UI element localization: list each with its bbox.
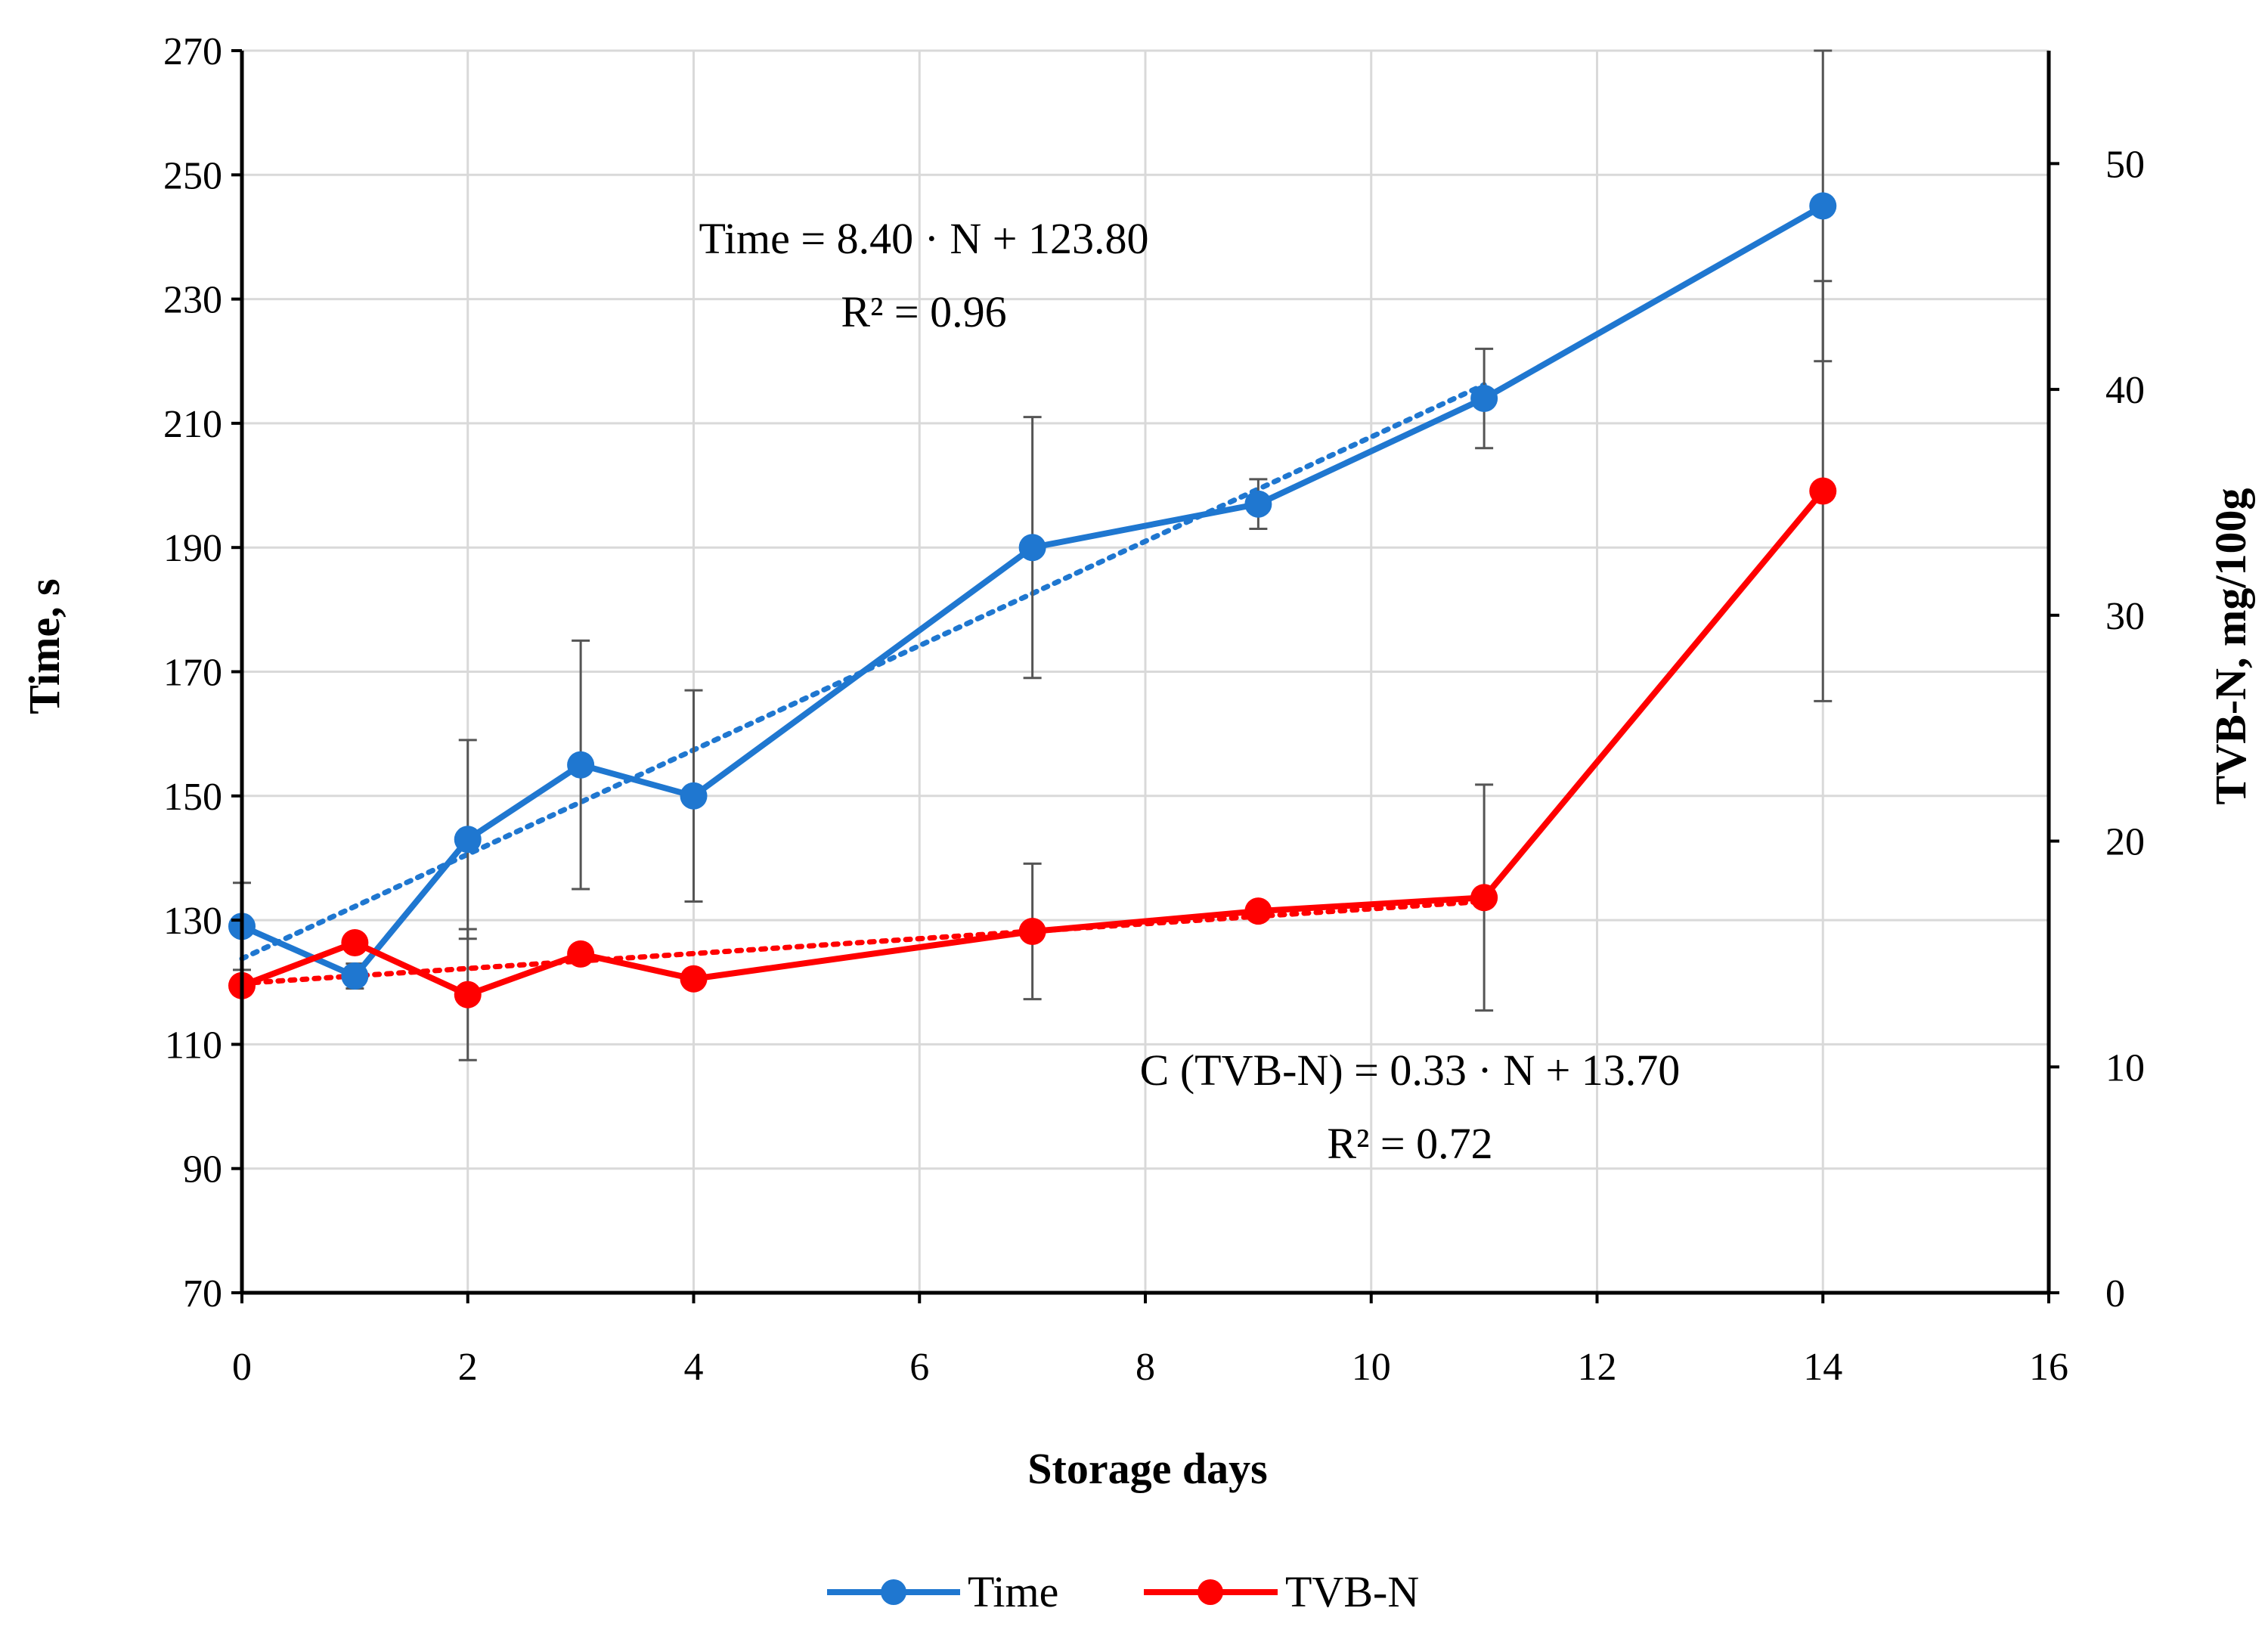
y2-tick-label-10: 10 [2105, 1046, 2145, 1089]
time-point-11 [1470, 385, 1498, 413]
y2-tick-label-50: 50 [2105, 143, 2145, 186]
trendline-layer [239, 382, 1487, 987]
time-point-14 [1809, 192, 1837, 220]
time-point-7 [1018, 534, 1046, 562]
x-tick-label-14: 14 [1803, 1346, 1842, 1389]
tvbn-r2-annotation: R² = 0.72 [1327, 1119, 1492, 1168]
y-tick-label-90: 90 [183, 1148, 222, 1191]
tvb-n-point-4 [680, 965, 708, 993]
x-tick-label-10: 10 [1352, 1346, 1391, 1389]
x-axis-title: Storage days [1027, 1444, 1267, 1493]
y-tick-label-150: 150 [163, 776, 222, 819]
x-tick-label-8: 8 [1136, 1346, 1155, 1389]
y-tick-label-110: 110 [165, 1024, 222, 1067]
y-tick-label-130: 130 [163, 900, 222, 943]
x-tick-label-6: 6 [909, 1346, 929, 1389]
y2-tick-label-30: 30 [2105, 595, 2145, 638]
time-equation-annotation: Time = 8.40 · N + 123.80 [699, 214, 1149, 263]
tvb-n-point-1 [341, 928, 369, 956]
time-point-3 [567, 751, 595, 779]
tick-label-layer: 7090110130150170190210230250270010203040… [163, 30, 2145, 1389]
legend: Time TVB-N [827, 1567, 1419, 1616]
y2-tick-label-0: 0 [2105, 1272, 2125, 1315]
x-tick-label-4: 4 [684, 1346, 704, 1389]
series-layer [228, 192, 1837, 1009]
y2-axis-title: TVB-N, mg/100g [2206, 488, 2255, 805]
axis-layer [231, 49, 2059, 1303]
legend-time-marker [881, 1579, 906, 1605]
grid-layer [242, 49, 2049, 1293]
y-tick-label-210: 210 [163, 403, 222, 446]
tvb-n-point-3 [567, 940, 595, 968]
tvb-n-point-11 [1470, 884, 1498, 912]
legend-time-label: Time [968, 1567, 1058, 1616]
tvbn-equation-annotation: C (TVB-N) = 0.33 · N + 13.70 [1140, 1046, 1681, 1095]
y-tick-label-170: 170 [163, 652, 222, 695]
y-tick-label-270: 270 [163, 30, 222, 73]
tvb-n-point-14 [1809, 477, 1837, 505]
tvb-n-point-2 [454, 981, 482, 1009]
legend-tvbn-marker [1198, 1579, 1223, 1605]
x-tick-label-0: 0 [232, 1346, 252, 1389]
tvb-n-point-7 [1018, 918, 1046, 946]
time-point-4 [680, 782, 708, 810]
time-point-2 [454, 826, 482, 854]
legend-tvbn-label: TVB-N [1285, 1567, 1419, 1616]
y-tick-label-250: 250 [163, 154, 222, 197]
tvb-n-point-9 [1244, 897, 1272, 925]
x-tick-label-2: 2 [458, 1346, 478, 1389]
time-point-9 [1244, 490, 1272, 518]
y-axis-title: Time, s [20, 578, 69, 714]
x-tick-label-16: 16 [2029, 1346, 2068, 1389]
tvb-n-trendline [239, 898, 1487, 987]
time-r2-annotation: R² = 0.96 [841, 287, 1006, 336]
time-point-1 [341, 962, 369, 990]
y-tick-label-230: 230 [163, 279, 222, 322]
y2-tick-label-40: 40 [2105, 369, 2145, 412]
y2-tick-label-20: 20 [2105, 821, 2145, 864]
y-tick-label-70: 70 [183, 1272, 222, 1315]
x-tick-label-12: 12 [1578, 1346, 1617, 1389]
y-tick-label-190: 190 [163, 527, 222, 570]
